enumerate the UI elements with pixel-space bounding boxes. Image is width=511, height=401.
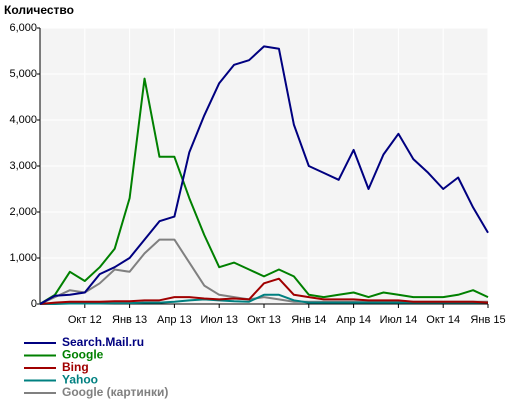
x-tick-label: Янв 13 [112, 314, 147, 326]
x-tick-label: Янв 15 [470, 314, 505, 326]
y-tick-label: 0 [31, 298, 37, 310]
x-tick-label: Апр 13 [157, 314, 192, 326]
x-tick-label: Окт 13 [247, 314, 281, 326]
y-tick-label: 1,000 [9, 252, 37, 264]
legend-label: Yahoo [62, 373, 98, 387]
x-tick-label: Окт 12 [68, 314, 102, 326]
y-tick-label: 6,000 [9, 22, 37, 34]
series-line [39, 277, 489, 305]
legend-label: Bing [62, 360, 89, 374]
y-tick-label: 3,000 [9, 160, 37, 172]
series-line [39, 77, 489, 305]
x-tick-label: Апр 14 [336, 314, 371, 326]
y-tick-label: 4,000 [9, 114, 37, 126]
x-tick-label: Июл 13 [200, 314, 238, 326]
legend-label: Search.Mail.ru [62, 335, 144, 349]
legend-label: Google (картинки) [62, 385, 168, 399]
chart-title: Количество [4, 3, 74, 17]
y-tick-label: 5,000 [9, 68, 37, 80]
series-line [39, 45, 489, 305]
y-tick-label: 2,000 [9, 206, 37, 218]
x-tick-label: Окт 14 [426, 314, 460, 326]
x-tick-label: Июл 14 [380, 314, 418, 326]
legend-label: Google [62, 348, 104, 362]
x-tick-label: Янв 14 [291, 314, 326, 326]
